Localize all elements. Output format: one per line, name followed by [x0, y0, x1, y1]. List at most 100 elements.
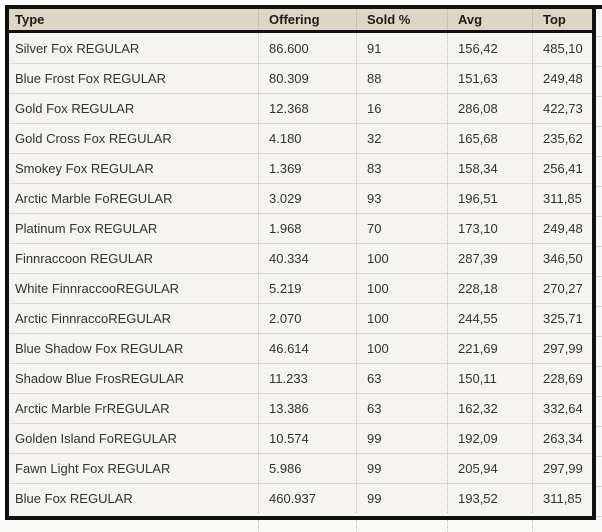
cell-offering: 460.937: [258, 484, 356, 513]
cell-type: Shadow Blue FrosREGULAR: [15, 371, 185, 386]
cell-sold_pct: 99: [356, 484, 447, 513]
cell-avg: 192,09: [447, 424, 532, 453]
cell-avg: 228,18: [447, 274, 532, 303]
table-row: Shadow Blue FrosREGULAR 11.233 63 150,11 228…: [9, 363, 592, 393]
cell-offering: 2.070: [258, 304, 356, 333]
table-row: Platinum Fox REGULAR 1.968 70 173,10 249,48: [9, 213, 592, 243]
cell-avg: 158,34: [447, 154, 532, 183]
cell-type: Blue Frost Fox REGULAR: [15, 71, 166, 86]
results-table: Type Offering Sold % Avg Top Silver Fox REGU…: [5, 5, 596, 520]
cell-type: Platinum Fox REGULAR: [15, 221, 158, 236]
cell-offering: 13.386: [258, 394, 356, 423]
cell-avg: 193,52: [447, 484, 532, 513]
cell-top: 249,48: [532, 64, 592, 93]
cell-top: 485,10: [532, 33, 592, 63]
cell-avg: 150,11: [447, 364, 532, 393]
cell-type: Gold Fox REGULAR: [15, 101, 135, 116]
cell-offering: 12.368: [258, 94, 356, 123]
cell-top: 249,48: [532, 214, 592, 243]
table-row: Golden Island FoREGULAR 10.574 99 192,09 263…: [9, 423, 592, 453]
table-row: White FinnraccooREGULAR 5.219 100 228,18 270…: [9, 273, 592, 303]
cell-avg: 244,55: [447, 304, 532, 333]
column-header-offering: Offering: [258, 9, 356, 30]
cell-sold_pct: 100: [356, 334, 447, 363]
cell-offering: 5.986: [258, 454, 356, 483]
cell-sold_pct: 88: [356, 64, 447, 93]
cell-top: 270,27: [532, 274, 592, 303]
cell-sold_pct: 100: [356, 304, 447, 333]
cell-avg: 151,63: [447, 64, 532, 93]
table-row: Arctic FinnraccoREGULAR 2.070 100 244,55 325…: [9, 303, 592, 333]
cell-avg: 173,10: [447, 214, 532, 243]
cell-top: 228,69: [532, 364, 592, 393]
table-row: Gold Cross Fox REGULAR 4.180 32 165,68 235,6…: [9, 123, 592, 153]
cell-offering: 86.600: [258, 33, 356, 63]
cell-sold_pct: 91: [356, 33, 447, 63]
cell-sold_pct: 32: [356, 124, 447, 153]
cell-avg: 205,94: [447, 454, 532, 483]
cell-top: 311,85: [532, 484, 592, 513]
table-row: Arctic Marble FoREGULAR 3.029 93 196,51 311,…: [9, 183, 592, 213]
cell-offering: 40.334: [258, 244, 356, 273]
cell-type: Silver Fox REGULAR: [15, 40, 140, 56]
cell-sold_pct: 99: [356, 454, 447, 483]
cell-offering: 80.309: [258, 64, 356, 93]
cell-avg: 162,32: [447, 394, 532, 423]
column-header-type: Type: [15, 12, 45, 27]
cell-type: Blue Shadow Fox REGULAR: [15, 341, 184, 356]
cell-offering: 5.219: [258, 274, 356, 303]
table-row: Smokey Fox REGULAR 1.369 83 158,34 256,41: [9, 153, 592, 183]
cell-offering: 1.968: [258, 214, 356, 243]
table-row: Blue Fox REGULAR 460.937 99 193,52 311,85: [9, 483, 592, 513]
column-header-avg: Avg: [447, 9, 532, 30]
cell-avg: 156,42: [447, 33, 532, 63]
cell-avg: 165,68: [447, 124, 532, 153]
table-body: Silver Fox REGULAR 86.600 91 156,42 485,10 Bl…: [9, 33, 592, 513]
cell-avg: 286,08: [447, 94, 532, 123]
table-row: Arctic Marble FrREGULAR 13.386 63 162,32 332…: [9, 393, 592, 423]
cell-type: White FinnraccooREGULAR: [15, 281, 179, 296]
cell-offering: 4.180: [258, 124, 356, 153]
column-separator-line: [447, 520, 448, 532]
cell-offering: 3.029: [258, 184, 356, 213]
cell-type: Arctic Marble FrREGULAR: [15, 401, 170, 416]
table-row: Finnraccoon REGULAR 40.334 100 287,39 346,50: [9, 243, 592, 273]
cell-offering: 11.233: [258, 364, 356, 393]
cell-type: Gold Cross Fox REGULAR: [15, 131, 172, 146]
cell-avg: 287,39: [447, 244, 532, 273]
cell-sold_pct: 100: [356, 244, 447, 273]
column-header-top: Top: [532, 9, 592, 30]
column-separator-line: [258, 520, 259, 532]
table-row: Silver Fox REGULAR 86.600 91 156,42 485,10: [9, 33, 592, 63]
cell-sold_pct: 63: [356, 364, 447, 393]
table-right-overflow-sliver: [596, 9, 602, 532]
cell-sold_pct: 70: [356, 214, 447, 243]
cell-offering: 1.369: [258, 154, 356, 183]
cell-top: 332,64: [532, 394, 592, 423]
frame-top-border-extension: [596, 5, 602, 9]
table-row: Fawn Light Fox REGULAR 5.986 99 205,94 297,9…: [9, 453, 592, 483]
cell-type: Smokey Fox REGULAR: [15, 161, 154, 176]
cell-type: Finnraccoon REGULAR: [15, 251, 153, 266]
cell-sold_pct: 63: [356, 394, 447, 423]
cell-top: 311,85: [532, 184, 592, 213]
cell-top: 325,71: [532, 304, 592, 333]
cell-top: 263,34: [532, 424, 592, 453]
cell-top: 256,41: [532, 154, 592, 183]
cell-offering: 10.574: [258, 424, 356, 453]
cell-type: Blue Fox REGULAR: [15, 491, 133, 506]
header-row: Type Offering Sold % Avg Top: [9, 9, 592, 33]
cell-type: Arctic FinnraccoREGULAR: [15, 311, 172, 326]
cell-top: 297,99: [532, 334, 592, 363]
cell-top: 422,73: [532, 94, 592, 123]
cell-top: 235,62: [532, 124, 592, 153]
column-separator-line: [356, 520, 357, 532]
cell-avg: 221,69: [447, 334, 532, 363]
table-row: Blue Shadow Fox REGULAR 46.614 100 221,69 29…: [9, 333, 592, 363]
cell-sold_pct: 93: [356, 184, 447, 213]
table-bottom-overflow-sliver: [0, 520, 602, 532]
column-separator-line: [532, 520, 533, 532]
table-row: Gold Fox REGULAR 12.368 16 286,08 422,73: [9, 93, 592, 123]
cell-type: Arctic Marble FoREGULAR: [15, 191, 173, 206]
cell-offering: 46.614: [258, 334, 356, 363]
